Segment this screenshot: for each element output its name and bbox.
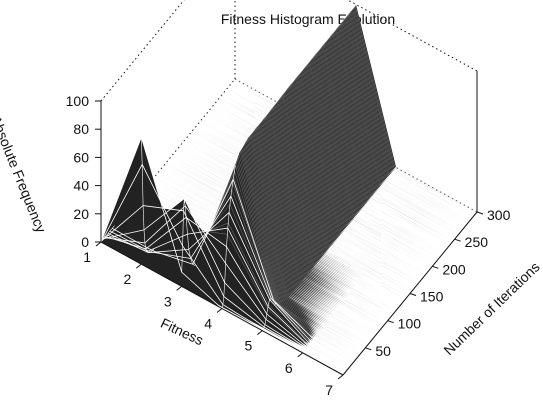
surface-mesh-line xyxy=(262,298,276,331)
box-edge xyxy=(100,78,236,243)
x-tick-mark xyxy=(216,308,223,313)
y-axis-ticks: 50 100 150 200 250 300 xyxy=(365,207,511,359)
z-tick-label: 40 xyxy=(73,178,89,194)
x-tick-mark xyxy=(337,374,344,380)
x-tick-label: 5 xyxy=(245,338,253,354)
y-tick-label: 150 xyxy=(420,289,444,305)
y-tick-label: 300 xyxy=(487,207,511,223)
x-axis-label: Fitness xyxy=(158,315,206,349)
y-tick-mark xyxy=(454,238,461,242)
z-tick-label: 20 xyxy=(73,206,89,222)
surface-mesh-line xyxy=(221,165,236,309)
x-tick-mark xyxy=(95,241,102,247)
chart-title: Fitness Histogram Evolution xyxy=(221,11,395,27)
x-tick-label: 1 xyxy=(83,249,91,265)
x-tick-label: 2 xyxy=(124,271,132,287)
surface-mesh-line xyxy=(181,198,196,273)
z-tick-label: 80 xyxy=(73,121,89,137)
z-axis-label: Absolute Frequency xyxy=(0,113,49,234)
x-tick-label: 7 xyxy=(325,382,333,398)
y-tick-label: 250 xyxy=(465,234,489,250)
y-tick-mark xyxy=(387,320,394,324)
y-tick-mark xyxy=(409,293,417,296)
x-tick-label: 4 xyxy=(204,316,212,332)
x-tick-mark xyxy=(176,285,182,291)
surface-mesh xyxy=(100,3,478,376)
y-tick-label: 200 xyxy=(442,261,466,277)
z-tick-label: 100 xyxy=(66,93,90,109)
x-tick-label: 6 xyxy=(285,360,293,376)
z-axis-ticks: 0 20 40 60 80 100 xyxy=(66,93,101,250)
x-tick-mark xyxy=(257,330,263,336)
x-tick-label: 3 xyxy=(164,293,172,309)
x-axis-ticks: 1 2 3 4 5 6 7 xyxy=(83,241,344,398)
surface-mesh-line xyxy=(141,137,155,254)
y-tick-mark xyxy=(476,211,484,215)
z-tick-label: 60 xyxy=(73,149,89,165)
x-tick-mark xyxy=(297,352,303,358)
y-tick-label: 100 xyxy=(398,316,422,332)
y-tick-mark xyxy=(432,265,439,269)
y-tick-mark xyxy=(365,347,372,351)
box-edge xyxy=(100,0,185,102)
y-tick-label: 50 xyxy=(375,343,391,359)
z-tick-label: 0 xyxy=(81,234,89,250)
box-edge xyxy=(346,0,478,72)
surface-mesh-line xyxy=(100,225,115,243)
surface-mesh-line xyxy=(302,336,317,353)
x-tick-mark xyxy=(136,263,142,269)
